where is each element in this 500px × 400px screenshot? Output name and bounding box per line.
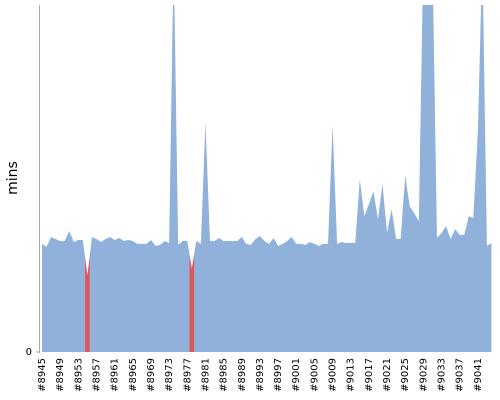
x-tick-label: #8957	[91, 358, 102, 392]
x-tick-label: #9017	[364, 358, 375, 392]
x-tick-label: #8997	[273, 358, 284, 392]
x-tick-label: #8977	[182, 358, 193, 392]
x-tick-label: #8961	[110, 358, 121, 392]
x-tick-label: #9033	[437, 358, 448, 392]
x-tick-label: #8953	[73, 358, 84, 392]
x-tick-label: #9037	[455, 358, 466, 392]
x-tick-label: #8969	[146, 358, 157, 392]
x-tick-label: #8965	[128, 358, 139, 392]
x-tick-label: #9021	[382, 358, 393, 392]
x-tick-label: #9041	[473, 358, 484, 392]
x-tick-label: #8993	[255, 358, 266, 392]
failed-build	[85, 256, 90, 352]
x-tick-label: #8985	[219, 358, 230, 392]
x-tick-label: #9013	[346, 358, 357, 392]
x-tick-label: #9001	[291, 358, 302, 392]
x-tick-label: #8945	[37, 358, 48, 392]
y-tick-label: 0	[26, 347, 32, 358]
x-tick-label: #8981	[200, 358, 211, 392]
failed-build	[189, 254, 195, 352]
x-tick-label: #9005	[309, 358, 320, 392]
area	[42, 5, 492, 352]
plot-area	[42, 5, 492, 352]
x-tick-label: #9009	[328, 358, 339, 392]
x-tick-label: #8973	[164, 358, 175, 392]
x-tick-label: #8949	[55, 358, 66, 392]
x-tick-label: #9025	[400, 358, 411, 392]
x-tick-label: #8989	[237, 358, 248, 392]
y-axis-label: mins	[5, 161, 21, 195]
x-tick-label: #9029	[418, 358, 429, 392]
